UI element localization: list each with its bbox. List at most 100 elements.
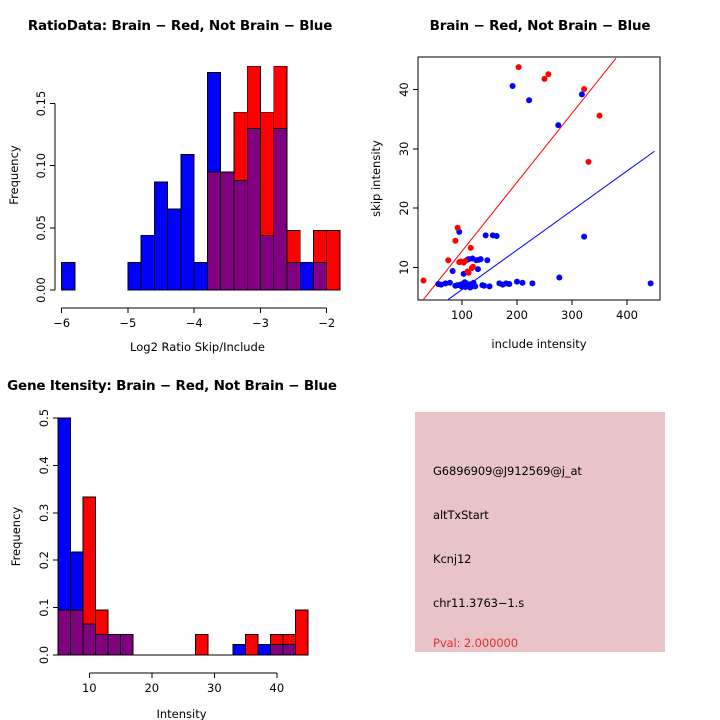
y-tick-label: 0.00 xyxy=(34,277,48,303)
data-point xyxy=(465,269,472,276)
histogram-bar-overlap xyxy=(120,634,134,656)
histogram-bar-overlap xyxy=(107,634,121,656)
gene-histogram-title: Gene Itensity: Brain − Red, Not Brain − … xyxy=(7,378,337,394)
event-type-label: altTxStart xyxy=(433,508,489,522)
probe-id-label: G6896909@J912569@j_at xyxy=(433,464,582,478)
histogram-bar xyxy=(245,634,259,656)
histogram-bar xyxy=(195,634,209,656)
histogram-bar xyxy=(95,609,109,636)
gene-histogram-plot: 0.0 0.1 0.2 0.3 0.4 0.5 Frequency 10 20 30 40 Inten… xyxy=(9,409,309,720)
histogram-bar-overlap xyxy=(57,609,71,656)
histogram-bar xyxy=(233,111,248,182)
data-point xyxy=(596,112,603,119)
panel-ratio-histogram: RatioData: Brain − Red, Not Brain − Blue… xyxy=(0,0,360,360)
data-point xyxy=(581,86,588,93)
y-tick-label: 0.15 xyxy=(34,91,48,117)
ratio-histogram-title: RatioData: Brain − Red, Not Brain − Blue xyxy=(27,18,333,34)
histogram-bar xyxy=(299,262,314,291)
histogram-bar xyxy=(82,496,96,625)
histogram-bar-overlap xyxy=(282,644,297,656)
fit-line-not-brain-fit xyxy=(447,150,655,300)
histogram-bar xyxy=(127,262,142,291)
panel-gene-histogram: Gene Itensity: Brain − Red, Not Brain − … xyxy=(0,360,360,720)
histogram-bar-overlap xyxy=(273,127,288,291)
x-tick-label: 20 xyxy=(144,681,159,695)
pval-label: Pval: 2.000000 xyxy=(433,636,518,650)
histogram-bar-overlap xyxy=(313,262,328,291)
x-tick-label: −5 xyxy=(119,316,136,330)
annotation-box: G6896909@J912569@j_at altTxStart Kcnj12 … xyxy=(415,412,665,652)
data-point xyxy=(446,279,453,286)
x-tick-label: 40 xyxy=(270,681,285,695)
data-point xyxy=(585,158,592,165)
data-point xyxy=(481,282,487,289)
y-tick-label: 0.05 xyxy=(34,215,48,241)
y-tick-label: 40 xyxy=(397,82,411,97)
y-tick-label: 0.10 xyxy=(34,153,48,179)
data-point xyxy=(467,244,474,251)
histogram-bar xyxy=(270,634,284,646)
histogram-bar-overlap xyxy=(95,634,109,656)
x-axis-title: Intensity xyxy=(156,707,206,720)
histogram-bar xyxy=(282,634,297,646)
data-point xyxy=(515,64,522,71)
data-point xyxy=(541,75,548,82)
data-point xyxy=(482,232,489,239)
scatter-content xyxy=(420,57,655,300)
histogram-bar xyxy=(326,229,341,291)
data-point xyxy=(526,97,533,104)
x-tick-label: −6 xyxy=(53,316,70,330)
data-point xyxy=(472,283,479,290)
data-point xyxy=(493,232,500,239)
histogram-bar-overlap xyxy=(233,180,248,291)
x-axis-title: Log2 Ratio Skip/Include xyxy=(130,340,265,354)
data-point xyxy=(445,257,452,264)
x-tick-label: 400 xyxy=(616,308,638,322)
data-point xyxy=(477,256,484,263)
data-point xyxy=(486,283,493,290)
data-point xyxy=(454,224,461,231)
panel-info: G6896909@J912569@j_at altTxStart Kcnj12 … xyxy=(360,360,720,720)
fit-line-brain-fit xyxy=(423,57,617,300)
y-axis-title: Frequency xyxy=(9,507,23,567)
histogram-bar xyxy=(295,609,309,656)
scatter-title: Brain − Red, Not Brain − Blue xyxy=(429,18,651,34)
data-point xyxy=(420,277,427,284)
histogram-bar-overlap xyxy=(70,609,84,656)
histogram-bar-overlap xyxy=(206,171,222,291)
y-tick-label: 0.5 xyxy=(37,409,51,427)
data-point xyxy=(647,280,654,287)
histogram-bar xyxy=(180,154,195,291)
data-point xyxy=(462,257,469,264)
x-axis-title: include intensity xyxy=(491,337,586,351)
x-tick-label: 10 xyxy=(82,681,97,695)
histogram-bar xyxy=(206,71,222,173)
data-point xyxy=(470,263,476,270)
data-point xyxy=(519,279,526,286)
histogram-bar xyxy=(153,181,169,291)
histogram-bar xyxy=(61,262,76,291)
y-tick-label: 0.4 xyxy=(37,456,51,474)
data-point xyxy=(555,122,562,129)
data-point xyxy=(509,83,516,90)
y-axis-title: Frequency xyxy=(7,145,21,205)
x-tick-label: −2 xyxy=(318,316,335,330)
locus-label: chr11.3763−1.s xyxy=(433,596,525,610)
x-tick-label: 100 xyxy=(451,308,473,322)
histogram-bar-overlap xyxy=(286,262,301,291)
data-point xyxy=(484,257,491,264)
data-point xyxy=(442,280,449,287)
x-tick-label: −4 xyxy=(186,316,203,330)
histogram-bar-overlap xyxy=(260,234,275,291)
y-tick-label: 0.2 xyxy=(37,551,51,569)
y-tick-label: 0.1 xyxy=(37,598,51,616)
histogram-bar xyxy=(260,111,275,236)
data-point xyxy=(514,278,520,285)
plot-frame xyxy=(417,56,661,301)
data-point xyxy=(581,233,588,240)
data-point xyxy=(449,267,456,274)
scatter-plot: 10 20 30 40 skip intensity 100 200 300 400 includ… xyxy=(369,56,661,351)
x-tick-label: −3 xyxy=(252,316,269,330)
data-point xyxy=(529,280,536,287)
